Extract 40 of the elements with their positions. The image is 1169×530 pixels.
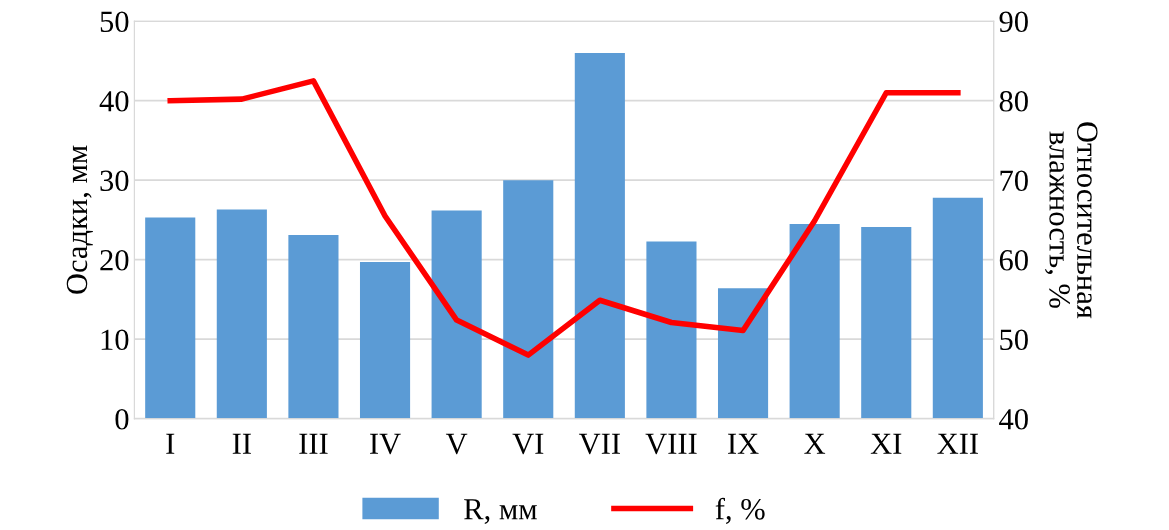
y-tick-label: 10 [101, 329, 129, 351]
x-tick-label: VIII [645, 433, 697, 455]
bar [431, 210, 482, 419]
y-tick-label: 30 [100, 170, 129, 192]
x-tick-label: X [804, 433, 826, 454]
bar [646, 241, 697, 419]
x-tick-label: XII [937, 433, 978, 454]
bar [288, 235, 339, 419]
y-tick-label: 0 [115, 408, 129, 430]
y2-tick-label: 90 [999, 11, 1028, 33]
bar [574, 53, 625, 419]
y2-tick-label: 80 [999, 90, 1028, 112]
x-tick-label: III [299, 433, 328, 454]
y-axis-title: Осадки, мм [66, 145, 93, 294]
x-tick-label: XI [870, 433, 902, 454]
legend-label: R, мм [464, 499, 537, 524]
y2-tick-label: 70 [1000, 170, 1028, 192]
x-tick-label: V [445, 433, 468, 455]
x-tick-label: VII [578, 433, 620, 455]
x-tick-label: IX [728, 433, 759, 454]
bar [503, 180, 554, 419]
bar [932, 197, 983, 419]
x-tick-label: II [232, 433, 251, 454]
legend-label: f, % [715, 497, 765, 524]
bar [789, 223, 840, 419]
y2-tick-label: 60 [999, 249, 1028, 271]
y2-tick-label: 40 [999, 408, 1028, 430]
x-tick-label: VI [512, 433, 544, 455]
bar [145, 217, 196, 419]
bar [717, 288, 769, 419]
y2-tick-label: 50 [1000, 329, 1028, 351]
y-tick-label: 20 [100, 249, 129, 271]
x-tick-label: I [166, 433, 175, 454]
bar [359, 262, 411, 419]
bar [861, 227, 912, 419]
y2-axis-title: Относительная влажность, % [1044, 122, 1098, 319]
y-tick-label: 50 [100, 11, 129, 33]
x-tick-label: IV [370, 433, 401, 455]
y-tick-label: 40 [99, 90, 129, 112]
bar [216, 209, 267, 419]
